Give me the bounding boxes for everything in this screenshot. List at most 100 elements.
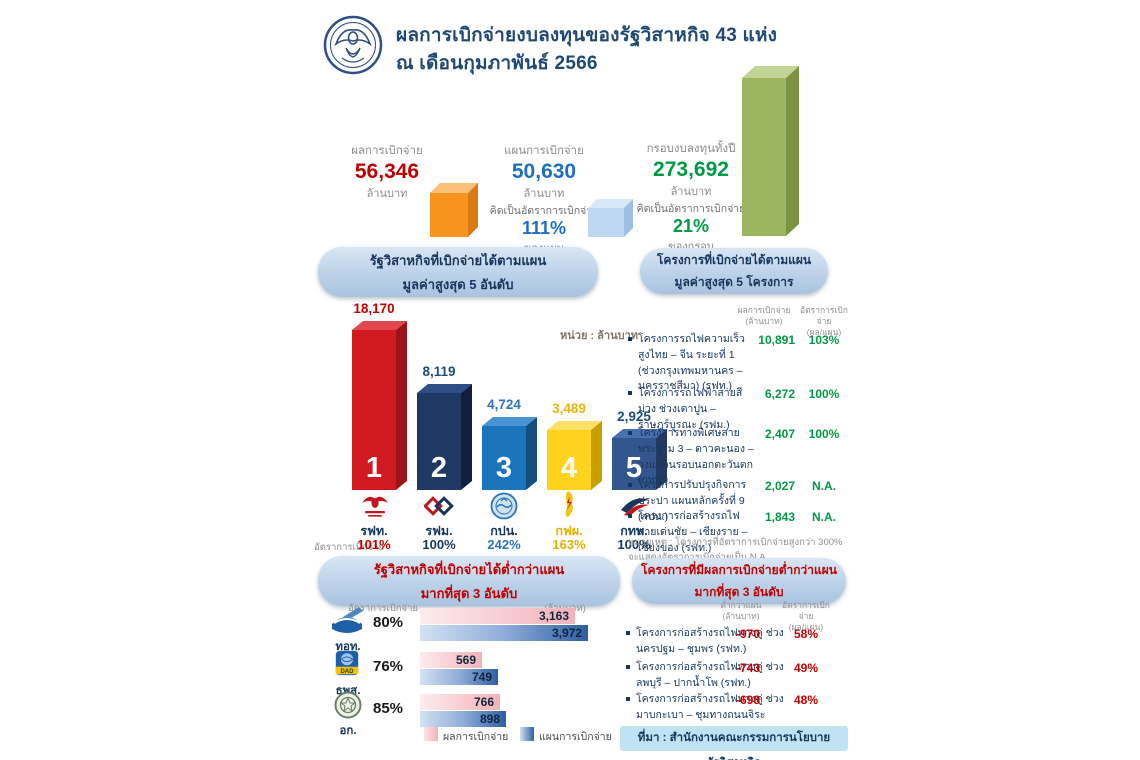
section-title: รัฐวิสาหกิจที่เบิกจ่ายได้ตามแผน — [369, 252, 547, 268]
rank-number: 5 — [625, 452, 643, 484]
org-acronym-egat: กฟผ. — [555, 524, 583, 538]
bar-value: 3,163 — [538, 609, 569, 623]
under-bar-plan-dad: 749 — [420, 669, 498, 685]
top-projects-col-rate: อัตราการเบิกจ่าย (ผล/แผน) — [798, 305, 850, 338]
under-rate-dad: 76% — [372, 658, 404, 675]
io-logo-icon — [333, 690, 363, 725]
srt-logo-icon — [360, 492, 390, 525]
under-bar-actual-io: 766 — [420, 694, 500, 710]
top-project-row-5-name: โครงการก่อสร้างรถไฟ สายเด่นชัย – เชียงรา… — [638, 510, 748, 554]
top-projects-col-value: ผลการเบิกจ่าย (ล้านบาท) — [733, 305, 795, 327]
top-project-row-2-name: โครงการรถไฟฟ้าสายสีม่วง ช่วงเตาปูน – ราษ… — [638, 387, 743, 431]
page-title-line1: ผลการเบิกจ่ายงบลงทุนของรัฐวิสาหกิจ 43 แห… — [396, 25, 778, 46]
under-project-row-1-name: โครงการก่อสร้างรถไฟทางคู่ ช่วงนครปฐม – ช… — [636, 627, 784, 655]
top-project-row-1-name: โครงการรถไฟความเร็วสูงไทย – จีน ระยะที่ … — [638, 333, 745, 393]
col-label: (ผล/แผน) — [788, 622, 824, 633]
bar-value: 749 — [471, 670, 492, 684]
top-project-row-2-value: 6,272 — [764, 387, 795, 401]
page-title-line2: ณ เดือนกุมภาพันธ์ 2566 — [396, 53, 598, 74]
org-acronym-mrta: รฟม. — [425, 524, 453, 538]
top-project-row-5-value: 1,843 — [764, 510, 795, 524]
legend-actual-label: ผลการเบิกจ่าย — [443, 731, 509, 743]
summary-plan: แผนการเบิกจ่าย 50,630 ล้านบาท คิดเป็นอัต… — [478, 142, 610, 257]
sepo-logo-icon — [322, 14, 384, 76]
section-subtitle: มูลค่าสูงสุด 5 โครงการ — [674, 274, 794, 289]
bullet-icon — [626, 631, 630, 635]
legend-actual-swatch — [424, 727, 438, 741]
bullet-icon — [628, 337, 632, 341]
col-label: (ล้านบาท) — [722, 611, 760, 622]
under-project-row-2-name: โครงการก่อสร้างรถไฟทางคู่ ช่วงลพบุรี – ป… — [636, 661, 784, 689]
top-project-row-4-name: โครงการปรับปรุงกิจการประปา แผนหลักครั้งท… — [638, 479, 747, 523]
green-column-icon — [742, 66, 800, 241]
bar-value: 569 — [455, 653, 476, 667]
col-label: อัตราการเบิกจ่าย — [800, 305, 848, 327]
bar-rank-4-egat: 4 — [547, 421, 602, 490]
col-label: (ผล/แผน) — [806, 327, 842, 338]
under-rate-aot: 80% — [372, 614, 404, 631]
summary-plan-unit: ล้านบาท — [523, 188, 565, 201]
col-label: (ล้านบาท) — [745, 316, 783, 327]
bullet-icon — [628, 514, 632, 518]
bar-rank-1-srt: 1 — [352, 321, 407, 490]
bar-rank-3-mwa: 3 — [482, 417, 537, 490]
top-project-row-5-rate: N.A. — [812, 510, 836, 524]
rank-number: 4 — [560, 452, 578, 484]
bar-value: 3,972 — [551, 626, 582, 640]
section-subtitle: มากที่สุด 3 อันดับ — [420, 585, 518, 601]
org-rate-exat: 100% — [617, 537, 651, 552]
legend-plan-label: แผนการเบิกจ่าย — [539, 731, 612, 743]
under-project-row-1-rate: 58% — [793, 627, 819, 641]
bar-value: 898 — [479, 712, 500, 726]
under-projects-col-rate: อัตราการเบิกจ่าย (ผล/แผน) — [780, 600, 832, 633]
source-box: ที่มา : สำนักงานคณะกรรมการนโยบายรัฐวิสาห… — [620, 726, 848, 760]
summary-actual-unit: ล้านบาท — [366, 188, 408, 201]
bullet-icon — [628, 431, 632, 435]
aot-logo-icon — [330, 604, 364, 641]
top-project-row-2-rate: 100% — [808, 387, 840, 401]
top-project-row-4-rate: N.A. — [812, 479, 836, 493]
blue-cube-icon — [588, 199, 634, 242]
bar-value-5: 2,925 — [617, 409, 651, 424]
summary-frame: กรอบงบลงทุนทั้งปี 273,692 ล้านบาท คิดเป็… — [626, 140, 756, 255]
under-project-row-3-value: -698 — [735, 693, 760, 707]
under-bar-actual-aot: 3,163 — [420, 608, 575, 624]
bar-value-3: 4,724 — [487, 397, 521, 412]
bar-value-2: 8,119 — [422, 364, 456, 379]
under-project-row-2-value: -743 — [735, 661, 760, 675]
org-acronym-exat: กทพ. — [620, 524, 648, 538]
top-project-row-1-value: 10,891 — [758, 333, 795, 347]
under-chart-col-rate: อัตราการเบิกจ่าย — [348, 603, 418, 614]
bar-value-1: 18,170 — [353, 301, 395, 316]
org-rate-srt: 101% — [357, 537, 391, 552]
summary-frame-unit: ล้านบาท — [670, 186, 712, 199]
under-bar-plan-aot: 3,972 — [420, 625, 588, 641]
unit-label: หน่วย : ล้านบาท — [560, 330, 639, 342]
section-top-enterprises-header: รัฐวิสาหกิจที่เบิกจ่ายได้ตามแผน มูลค่าสู… — [318, 247, 598, 297]
bullet-icon — [626, 665, 630, 669]
orange-cube-icon — [430, 183, 480, 242]
summary-frame-label: กรอบงบลงทุนทั้งปี — [646, 143, 736, 155]
bullet-icon — [626, 697, 630, 701]
under-project-row-3-name: โครงการก่อสร้างรถไฟทางคู่ ช่วงมาบกะเบา –… — [636, 693, 784, 737]
under-projects-col-value: ต่ำกว่าแผน (ล้านบาท) — [712, 600, 770, 622]
dad-logo-icon: DAD — [333, 648, 361, 683]
rank-number: 3 — [495, 452, 513, 484]
dad-logo-text: DAD — [340, 669, 354, 675]
top-project-row-3-value: 2,407 — [764, 427, 795, 441]
summary-actual-value: 56,346 — [354, 160, 420, 183]
top-project-row-4-value: 2,027 — [764, 479, 795, 493]
exat-logo-icon — [620, 494, 650, 523]
section-title: โครงการที่มีผลการเบิกจ่ายต่ำกว่าแผน — [641, 562, 837, 577]
top-project-row-1-rate: 103% — [808, 333, 840, 347]
top-project-row-3-name: โครงการทางพิเศษสายพระราม 3 – ดาวคะนอง – … — [638, 427, 754, 487]
under-bar-plan-io: 898 — [420, 711, 506, 727]
bar-value: 766 — [473, 695, 494, 709]
bullet-icon — [628, 483, 632, 487]
section-under-enterprises-header: รัฐวิสาหกิจที่เบิกจ่ายได้ต่ำกว่าแผน มากท… — [318, 556, 620, 606]
bullet-icon — [628, 391, 632, 395]
section-top-projects-header: โครงการที่เบิกจ่ายได้ตามแผน มูลค่าสูงสุด… — [640, 248, 828, 294]
org-acronym-srt: รฟท. — [360, 524, 388, 538]
under-bar-actual-dad: 569 — [420, 652, 482, 668]
